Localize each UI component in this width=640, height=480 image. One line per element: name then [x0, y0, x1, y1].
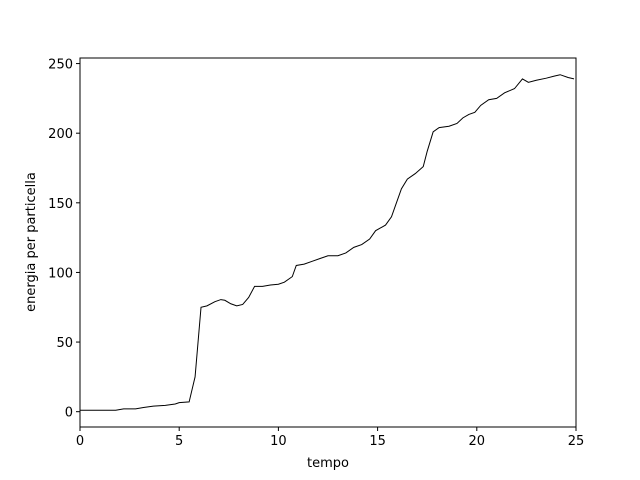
x-tick-label: 15	[369, 434, 386, 449]
y-tick-label: 200	[48, 127, 73, 142]
y-axis-label: energia per particella	[24, 172, 39, 312]
x-tick-label: 20	[469, 434, 486, 449]
line	[80, 74, 575, 411]
x-tick-label: 25	[568, 434, 585, 449]
x-tick-label: 10	[270, 434, 287, 449]
y-tick-label: 150	[48, 197, 73, 212]
y-tick-label: 0	[65, 406, 73, 421]
x-axis-label: tempo	[307, 456, 349, 471]
x-tick-label: 5	[175, 434, 183, 449]
y-tick-label: 50	[56, 336, 73, 351]
x-tick-label: 0	[76, 434, 84, 449]
y-tick-label: 100	[48, 266, 73, 281]
y-tick-label: 250	[48, 58, 73, 73]
plot-frame	[79, 57, 577, 428]
